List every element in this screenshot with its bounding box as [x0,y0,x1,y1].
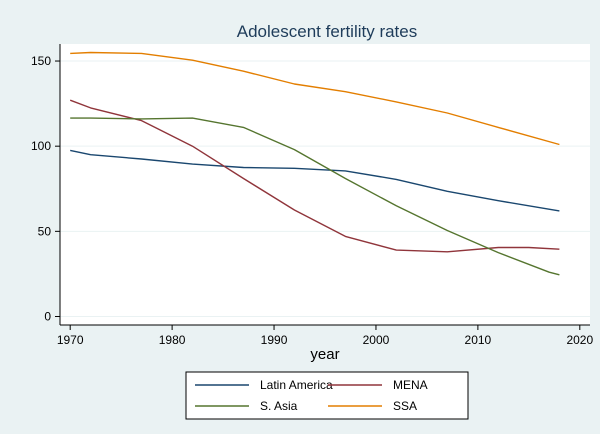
y-tick-label: 100 [31,139,51,153]
x-tick-label: 2000 [363,333,390,347]
legend-label-ssa: SSA [393,399,417,413]
gridlines [60,60,590,317]
y-tick-label: 50 [38,224,52,238]
x-tick-label: 1980 [159,333,186,347]
plot-area [60,44,590,325]
series-lines [69,51,560,276]
y-tick-label: 150 [31,54,51,68]
x-tick-label: 2010 [465,333,492,347]
y-tick-label: 0 [44,309,51,323]
x-axis-title: year [310,346,339,363]
legend-label-mena: MENA [393,378,428,392]
axes [59,44,590,326]
chart-title: Adolescent fertility rates [237,22,417,41]
x-tick-label: 1990 [261,333,288,347]
x-axis-ticks: 1970 1980 1990 2000 2010 2020 [57,325,593,347]
series-line-latin-america [70,149,560,212]
legend-box [185,371,469,420]
series-line-s-asia [70,117,560,276]
x-tick-label: 1970 [57,333,84,347]
legend-label-latin-america: Latin America [260,378,333,392]
y-axis-ticks: 0 50 100 150 [31,54,60,323]
series-line-ssa [70,51,560,146]
legend-label-s-asia: S. Asia [260,399,298,413]
x-tick-label: 2020 [566,333,593,347]
legend: Latin America MENA S. Asia SSA [185,371,469,420]
